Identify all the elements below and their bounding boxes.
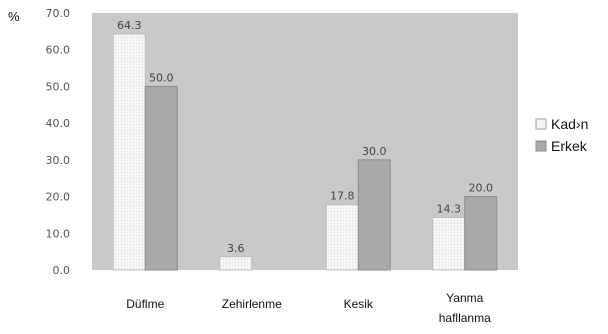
bar-kadin — [112, 33, 146, 271]
bar-erkek — [464, 196, 498, 271]
data-label: 50.0 — [149, 71, 174, 84]
bars — [112, 33, 498, 271]
bar-erkek — [357, 159, 391, 271]
bar-kadin — [325, 204, 359, 271]
bar-erkek — [144, 85, 178, 271]
category-label: Yanma hafllanma — [439, 291, 491, 325]
data-labels: 64.3 50.0 3.6 17.8 30.0 14.3 20.0 — [117, 19, 493, 255]
legend-swatch — [535, 140, 547, 152]
y-unit-label: % — [8, 9, 20, 24]
category-label: Zehirlenme — [222, 297, 282, 311]
data-label: 64.3 — [117, 19, 142, 32]
category-label: Kesik — [344, 297, 374, 311]
legend-label: Kad›n — [551, 116, 588, 132]
bar-kadin — [219, 256, 253, 271]
legend-label: Erkek — [551, 138, 588, 154]
y-tick-label: 10.0 — [46, 227, 71, 240]
data-label: 17.8 — [330, 190, 355, 203]
data-label: 30.0 — [362, 145, 387, 158]
y-tick-label: 70.0 — [46, 7, 71, 20]
legend: Kad›n Erkek — [535, 116, 588, 154]
legend-swatch — [535, 118, 547, 130]
data-label: 14.3 — [437, 202, 462, 215]
y-axis: 0.0 10.0 20.0 30.0 40.0 50.0 60.0 70.0 — [46, 7, 71, 277]
data-label: 20.0 — [469, 182, 494, 195]
y-tick-label: 20.0 — [46, 191, 71, 204]
y-tick-label: 0.0 — [53, 264, 71, 277]
x-axis: Düflme Zehirlenme Kesik Yanma hafllanma — [126, 291, 491, 325]
y-tick-label: 30.0 — [46, 154, 71, 167]
y-tick-label: 60.0 — [46, 44, 71, 57]
category-label: Düflme — [126, 297, 164, 311]
data-label: 3.6 — [227, 242, 245, 255]
y-tick-label: 40.0 — [46, 117, 71, 130]
bar-kadin — [432, 216, 466, 271]
y-tick-label: 50.0 — [46, 80, 71, 93]
